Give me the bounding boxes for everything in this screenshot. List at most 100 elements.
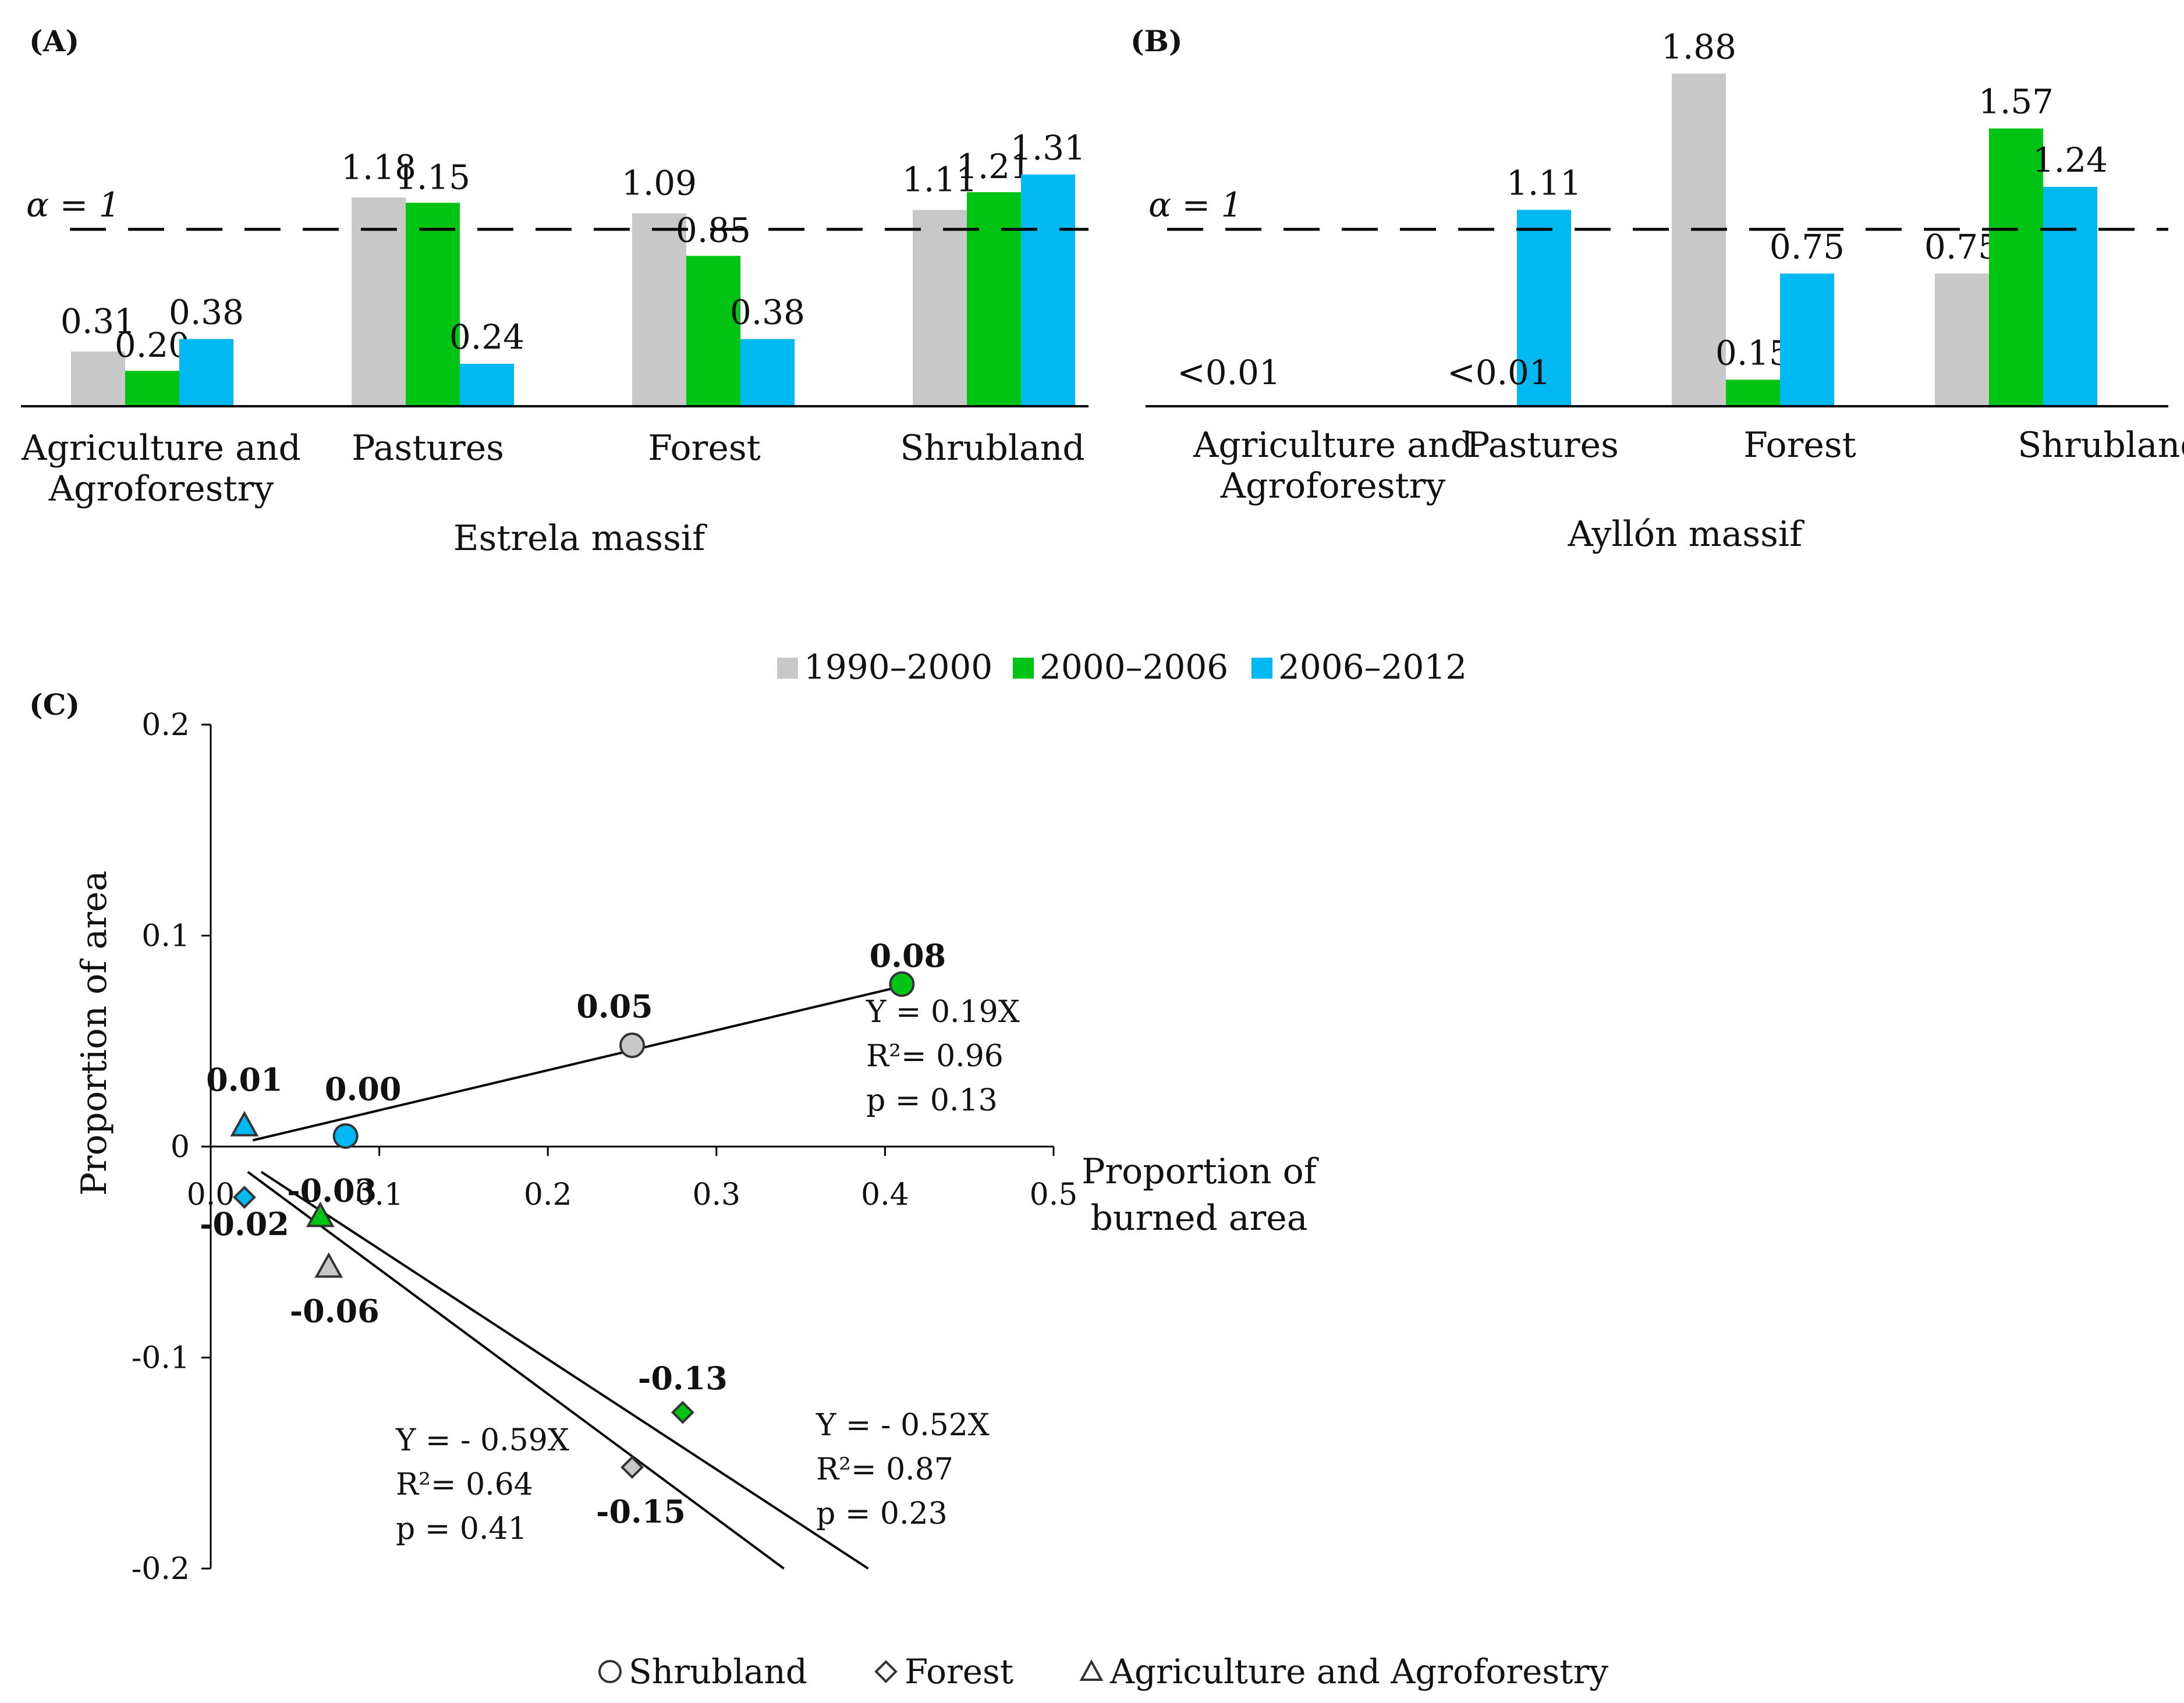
bar — [1935, 274, 1989, 406]
panel-label-0: (A) — [29, 24, 79, 58]
bar-value-label: 1.21 — [956, 147, 1031, 186]
legend-swatch — [1013, 658, 1034, 679]
circle-point — [889, 971, 915, 997]
bar-value-label: 0.24 — [449, 317, 524, 357]
category-label: Pastures — [352, 428, 504, 469]
triangle-point — [306, 1201, 335, 1227]
category-label: Agriculture and — [1193, 425, 1473, 466]
bar — [913, 210, 967, 406]
shrubland-fit — [252, 985, 902, 1142]
reference-line-label: α = 1 — [1148, 185, 1243, 225]
panel-label-2: (C) — [29, 687, 80, 722]
triangle-point — [230, 1111, 259, 1137]
y-tick-label: -0.2 — [132, 1552, 190, 1587]
eq-059-line: R²= 0.64 — [396, 1467, 533, 1502]
category-label: Forest — [1743, 425, 1856, 466]
bar-value-label: 1.11 — [902, 160, 977, 200]
bar — [125, 371, 179, 406]
bar-value-label: 1.15 — [395, 157, 470, 197]
diamond-point — [232, 1186, 256, 1209]
diamond-point — [671, 1400, 694, 1424]
bar-value-label: 1.88 — [1661, 27, 1736, 66]
point-label: -0.13 — [638, 1360, 728, 1397]
bar-value-label: 1.57 — [1979, 82, 2054, 122]
triangle-point — [314, 1252, 343, 1278]
category-label: Shrubland — [2018, 425, 2184, 466]
bar-value-label: 1.09 — [622, 164, 697, 203]
x-tick-label: 0.5 — [1030, 1177, 1078, 1212]
category-label: Agroforestry — [1220, 466, 1446, 506]
category-label: Shrubland — [900, 428, 1085, 469]
category-label: Agriculture and — [21, 428, 301, 469]
legend-marker-label: Shrubland — [629, 1652, 807, 1691]
bar-value-label: 0.15 — [1715, 333, 1791, 372]
point-label: 0.08 — [870, 937, 946, 974]
bar-value-label: 0.38 — [169, 292, 244, 332]
point-label: -0.06 — [290, 1293, 380, 1330]
eq-052-line: p = 0.23 — [816, 1496, 948, 1531]
legend-marker-label: Agriculture and Agroforestry — [1109, 1652, 1608, 1691]
bar — [460, 364, 514, 406]
bar-value-label: 1.24 — [2033, 140, 2108, 180]
panel-label-1: (B) — [1130, 24, 1183, 58]
point-label: -0.03 — [287, 1172, 377, 1209]
legend-marker-label: Forest — [905, 1652, 1013, 1691]
bar-value-label: 0.75 — [1924, 227, 1999, 267]
category-label: Pastures — [1466, 425, 1619, 466]
bar — [1780, 274, 1834, 406]
panel-title: Estrela massif — [453, 518, 707, 559]
eq-019-line: Y = 0.19X — [866, 995, 1020, 1030]
fit-059 — [247, 1170, 785, 1570]
eq-019-line: p = 0.13 — [866, 1083, 998, 1118]
x-tick-label: 0.4 — [861, 1177, 909, 1212]
y-tick-label: 0.1 — [141, 919, 190, 954]
period-legend: 1990–2000 2000–2006 2006–2012 — [777, 647, 1467, 687]
legend-label: 2000–2006 — [1040, 647, 1228, 687]
bar — [686, 256, 740, 406]
bar — [1517, 210, 1571, 406]
bar — [406, 203, 460, 406]
x-tick-label: 0.0 — [187, 1177, 235, 1212]
category-note: <0.01 — [1177, 353, 1281, 392]
legend-label: 1990–2000 — [804, 647, 992, 687]
panel-c: (C)0.20.10-0.1-0.20.0 0.1 0.2 0.3 0.4 0.5Prop… — [29, 687, 1608, 1691]
y-axis-title: Proportion of area — [74, 871, 115, 1196]
bar-value-label: 0.75 — [1770, 227, 1845, 267]
category-note: <0.01 — [1447, 353, 1551, 392]
category-label: Forest — [648, 428, 761, 469]
y-tick-label: 0.2 — [141, 708, 190, 743]
bar — [967, 192, 1021, 406]
eq-059-line: p = 0.41 — [396, 1512, 527, 1546]
eq-019-line: R²= 0.96 — [866, 1039, 1004, 1074]
bar — [1726, 379, 1780, 406]
bar-value-label: 0.38 — [730, 292, 805, 332]
circle-point — [619, 1033, 645, 1058]
reference-line-label: α = 1 — [26, 185, 120, 225]
y-tick-label: 0 — [171, 1130, 190, 1165]
legend-swatch — [777, 658, 798, 679]
eq-052-line: R²= 0.87 — [816, 1452, 953, 1487]
x-tick-label: 0.1 — [355, 1177, 403, 1212]
bar — [1672, 73, 1726, 407]
bar-value-label: 0.20 — [115, 325, 190, 365]
legend-diamond-icon — [874, 1660, 898, 1683]
x-axis-title: burned area — [1090, 1198, 1307, 1239]
bar-value-label: 1.18 — [341, 147, 416, 187]
bar-value-label: 1.11 — [1506, 164, 1582, 203]
y-tick-label: -0.1 — [132, 1341, 190, 1376]
point-label: -0.02 — [200, 1205, 289, 1243]
legend-label: 2006–2012 — [1278, 647, 1467, 687]
legend-swatch — [1251, 658, 1272, 679]
eq-052-line: Y = - 0.52X — [816, 1408, 990, 1443]
bar — [632, 213, 686, 406]
bar — [2043, 187, 2097, 406]
bar-value-label: 1.31 — [1011, 128, 1086, 168]
point-label: 0.05 — [576, 988, 653, 1025]
bar — [1989, 128, 2043, 406]
legend-circle-icon — [598, 1660, 622, 1683]
bar — [1021, 174, 1075, 406]
bar-value-label: 0.31 — [61, 301, 136, 341]
x-axis-title: Proportion of — [1082, 1151, 1319, 1192]
